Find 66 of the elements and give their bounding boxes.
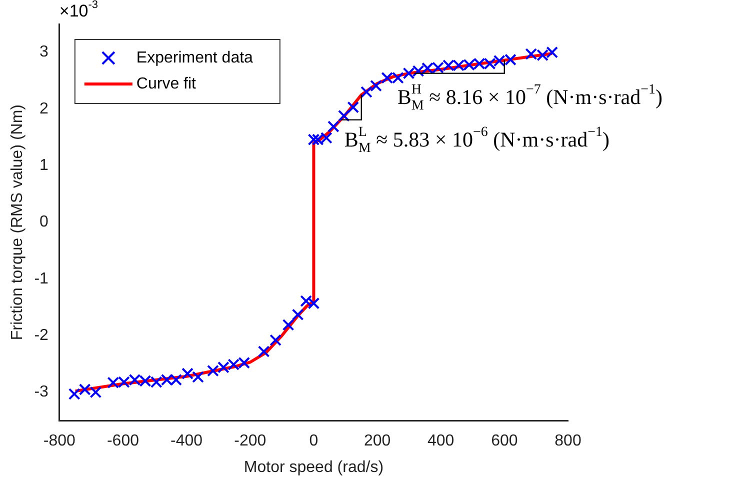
y-tick-label: 2 [40, 100, 49, 118]
x-tick-label: 600 [491, 432, 518, 450]
y-tick-label: -1 [34, 270, 49, 288]
point [493, 54, 506, 67]
point [207, 364, 219, 377]
point [182, 368, 194, 380]
point [238, 356, 250, 369]
y-tick-label: 1 [40, 157, 49, 174]
point [412, 65, 424, 77]
x-tick-label: 800 [554, 432, 582, 450]
point [292, 308, 304, 321]
point [217, 361, 230, 374]
point [327, 120, 340, 132]
point [402, 67, 415, 80]
point [139, 374, 152, 387]
y-tick-label: -3 [34, 384, 49, 401]
point [170, 374, 182, 386]
point [347, 101, 360, 114]
point [258, 346, 270, 358]
point [473, 58, 486, 70]
point [452, 59, 465, 72]
point [282, 318, 294, 331]
x-tick-label: 400 [428, 432, 454, 450]
y-tick-label: 3 [40, 44, 49, 61]
point [270, 334, 282, 346]
point [432, 62, 444, 74]
point [228, 358, 240, 370]
point [463, 58, 476, 71]
point [107, 376, 120, 389]
x-tick-label: -400 [170, 432, 203, 450]
point [320, 132, 332, 144]
legend-label: Experiment data [136, 49, 254, 66]
point [192, 371, 204, 383]
y-tick-label: 0 [40, 214, 49, 231]
point [546, 46, 558, 58]
point [160, 374, 173, 386]
point [150, 376, 162, 388]
point [312, 134, 324, 146]
point [338, 110, 350, 122]
point [78, 383, 91, 396]
legend-label: Curve fit [136, 75, 197, 92]
point [525, 48, 538, 60]
point [422, 62, 434, 74]
x-tick-label: -800 [43, 432, 76, 450]
point [128, 374, 141, 386]
point [484, 58, 496, 70]
point [442, 59, 454, 72]
point [392, 72, 404, 84]
x-axis-title: Motor speed (rad/s) [244, 458, 384, 476]
point [300, 295, 312, 308]
point [360, 86, 372, 98]
point [308, 297, 320, 310]
point [381, 72, 394, 84]
x-tick-label: 0 [309, 432, 318, 450]
x-tick-label: -200 [234, 432, 266, 450]
y-axis-title: Friction torque (RMS value) (Nm) [9, 104, 26, 340]
point [90, 386, 102, 398]
x-tick-label: 200 [364, 432, 391, 450]
x-tick-label: -600 [106, 432, 140, 450]
point [536, 49, 549, 62]
point [68, 388, 80, 400]
point [118, 376, 130, 388]
point [308, 134, 320, 146]
point [504, 54, 516, 66]
point [370, 80, 382, 92]
y-tick-label: -2 [34, 327, 49, 344]
